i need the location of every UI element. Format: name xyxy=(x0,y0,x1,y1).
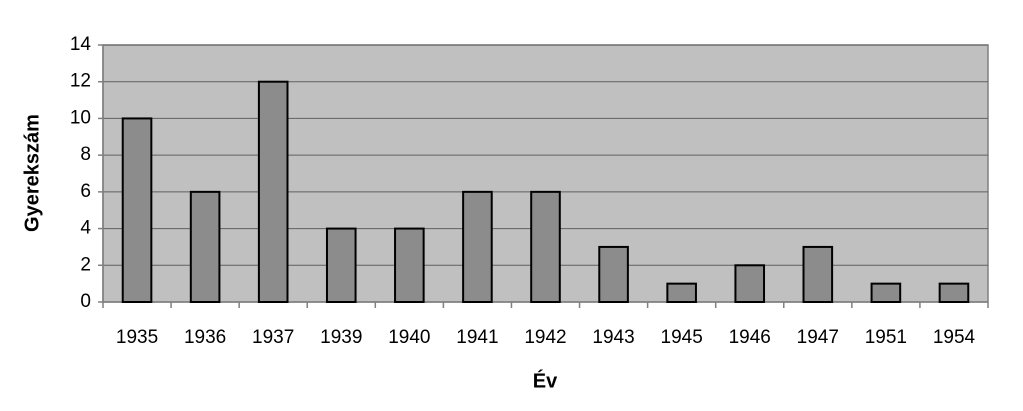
y-tick-label: 4 xyxy=(80,218,91,239)
y-tick-label: 12 xyxy=(70,71,91,92)
x-tick-label: 1936 xyxy=(184,327,226,348)
x-axis-title: Év xyxy=(533,369,558,392)
bar xyxy=(666,282,697,303)
y-axis-title: Gyerekszám xyxy=(21,114,43,232)
bar xyxy=(734,264,766,303)
x-tick-label: 1951 xyxy=(865,327,907,348)
x-tick-label: 1945 xyxy=(661,327,703,348)
x-tick-label: 1940 xyxy=(388,327,430,348)
y-tick-label: 2 xyxy=(80,254,91,275)
bar xyxy=(870,282,902,303)
bar xyxy=(530,190,561,304)
bar xyxy=(802,245,834,304)
x-tick-label: 1941 xyxy=(456,327,498,348)
x-tick-label: 1954 xyxy=(933,327,976,348)
bar xyxy=(257,80,289,304)
y-tick-label: 14 xyxy=(70,34,92,55)
y-tick-label: 0 xyxy=(80,291,91,312)
x-tick-label: 1947 xyxy=(797,327,839,348)
bar xyxy=(189,190,221,304)
bar xyxy=(121,117,153,303)
bar xyxy=(938,282,970,303)
bar xyxy=(325,227,357,303)
x-tick-label: 1946 xyxy=(729,327,771,348)
x-tick-label: 1935 xyxy=(116,327,158,348)
x-tick-label: 1937 xyxy=(252,327,294,348)
x-tick-label: 1939 xyxy=(320,327,362,348)
bar xyxy=(394,227,425,303)
bar xyxy=(598,245,629,304)
x-tick-label: 1943 xyxy=(592,327,634,348)
x-tick-label: 1942 xyxy=(524,327,566,348)
y-tick-label: 8 xyxy=(80,144,91,165)
bar xyxy=(462,190,493,304)
y-tick-label: 10 xyxy=(70,107,91,128)
y-tick-label: 6 xyxy=(80,181,91,202)
